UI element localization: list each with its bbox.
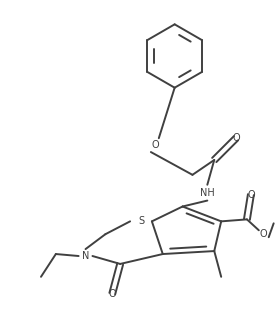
Text: O: O <box>260 229 268 239</box>
Text: O: O <box>232 133 240 143</box>
Text: S: S <box>139 216 145 226</box>
Text: O: O <box>247 190 255 200</box>
Text: O: O <box>108 289 116 299</box>
Text: N: N <box>82 251 89 261</box>
Text: NH: NH <box>200 188 215 198</box>
Text: O: O <box>151 140 159 150</box>
